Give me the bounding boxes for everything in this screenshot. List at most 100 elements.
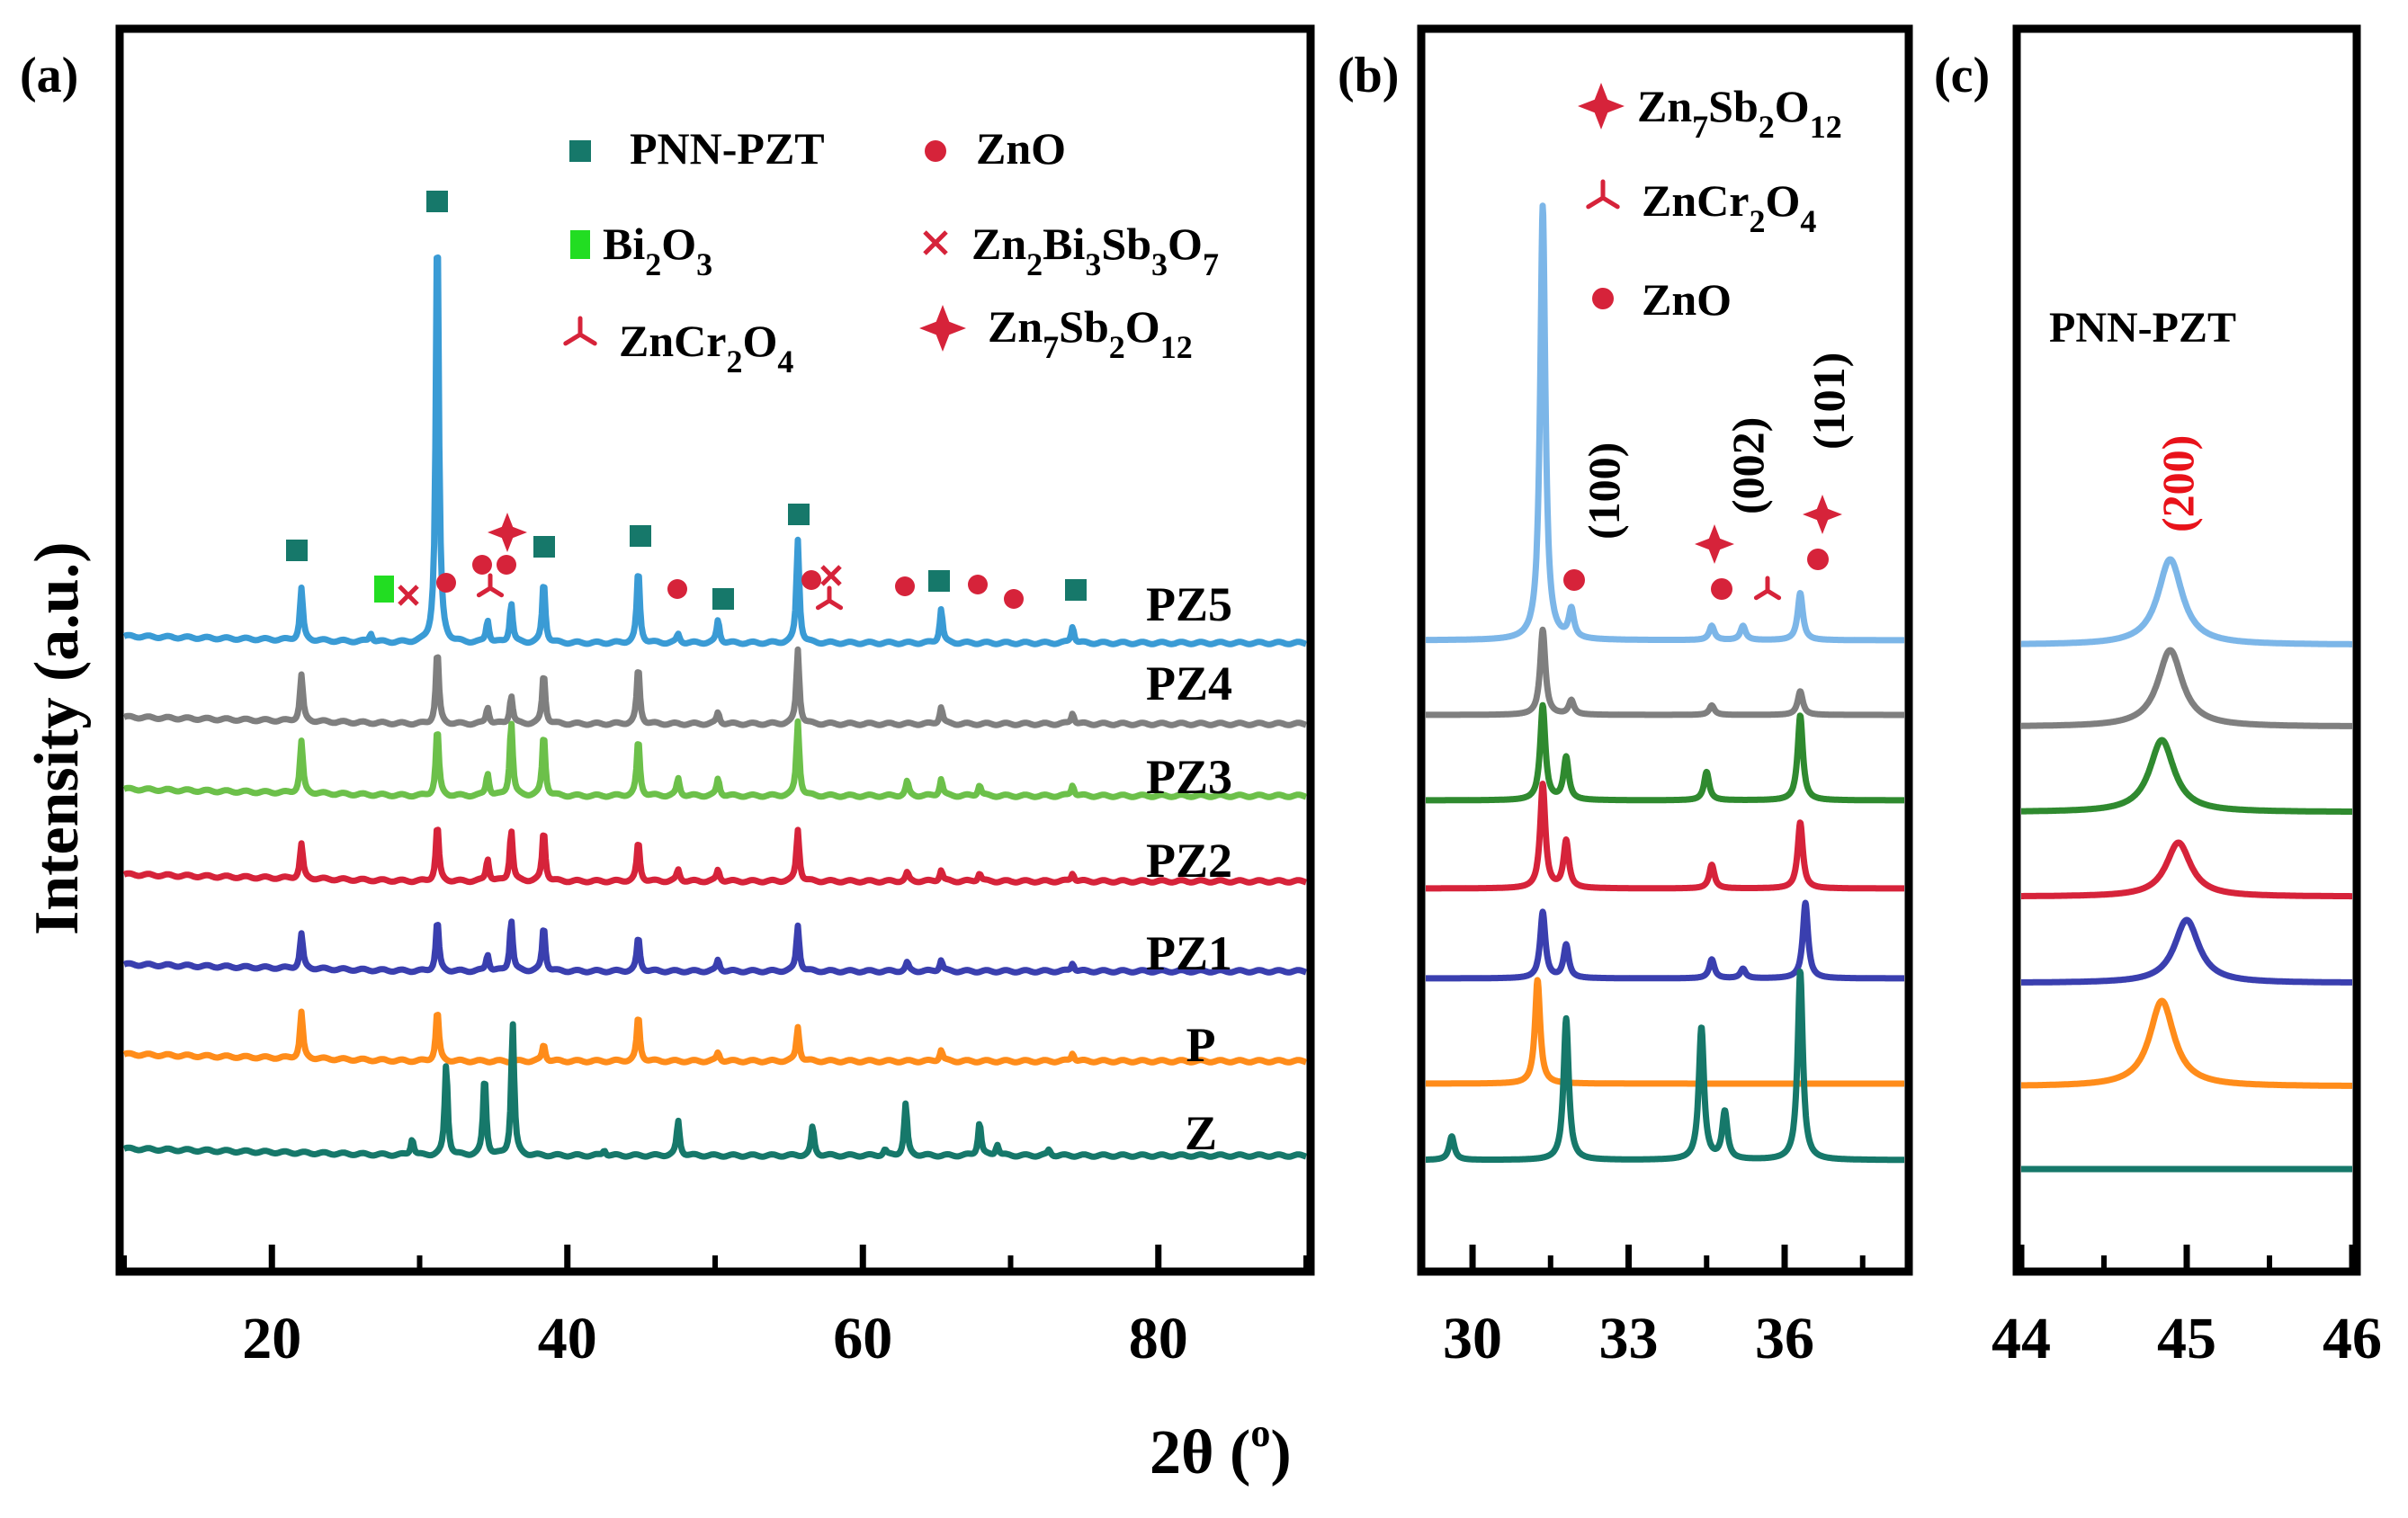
panel-c-traces <box>2018 556 2356 1173</box>
pnn-pzt-marker <box>630 525 651 547</box>
pnn-pzt-marker <box>286 540 308 561</box>
zno-marker <box>497 555 516 575</box>
hkl-200-label: (200) <box>2153 435 2203 532</box>
sample-label-pz5: PZ5 <box>1146 577 1232 631</box>
panel-a-frame <box>115 24 1315 1276</box>
panel-b-frame <box>1417 24 1913 1276</box>
panel-c-title: PNN-PZT <box>2049 304 2236 352</box>
x-axis-title: 2θ (o) <box>1150 1411 1292 1487</box>
trace-pz5 <box>1423 202 1907 644</box>
zno-marker <box>1004 589 1024 609</box>
pnn-pzt-marker <box>788 504 810 525</box>
pnn-pzt-marker <box>1065 579 1087 601</box>
x-axis-title-main: 2θ ( <box>1150 1418 1250 1487</box>
zn7sb2o12-marker <box>1695 524 1734 564</box>
x-tick-label: 40 <box>538 1306 597 1371</box>
trace-pz2 <box>1423 781 1907 892</box>
zn2bi3sb3o7-marker <box>820 565 842 586</box>
pnn-pzt-marker <box>426 191 448 212</box>
trace-pz4 <box>2018 647 2356 729</box>
y-axis-title: Intensity (a.u.) <box>22 541 92 935</box>
trace-pz5 <box>2018 556 2356 647</box>
x-tick-label: 45 <box>2157 1306 2216 1371</box>
trace-p <box>1423 977 1907 1087</box>
legend-panel-a: PNN-PZT ZnO Bi2O3 Zn2Bi3Sb3O7 ZnCr2O4 Zn7Sb2O… <box>563 123 1219 380</box>
x-tick-label: 20 <box>242 1306 301 1371</box>
zno-marker <box>1807 549 1829 570</box>
zno-marker <box>968 575 988 594</box>
x-axis-title-sup: o <box>1250 1411 1270 1455</box>
x-axis-title-tail: ) <box>1270 1418 1291 1487</box>
hkl-002-label: (002) <box>1723 417 1773 514</box>
pnn-pzt-marker <box>928 570 950 592</box>
panel-b-traces <box>1423 202 1907 1164</box>
legend-zncr2o4-label: ZnCr2O4 <box>619 316 793 380</box>
x-tick-label: 30 <box>1443 1306 1502 1371</box>
x-tick-label: 33 <box>1599 1306 1659 1371</box>
zno-marker <box>1563 569 1585 591</box>
sample-label-pz4: PZ4 <box>1146 656 1232 710</box>
legend-zno-marker <box>925 140 946 162</box>
zncr2o4-marker <box>1753 576 1782 601</box>
trace-p <box>2018 997 2356 1089</box>
zn7sb2o12-marker <box>488 513 527 552</box>
x-tick-label: 60 <box>833 1306 892 1371</box>
trace-pz1 <box>122 918 1308 976</box>
trace-pz1 <box>2018 916 2356 986</box>
pnn-pzt-marker <box>712 588 734 610</box>
x-tick-label: 44 <box>1992 1306 2051 1371</box>
legend-panel-b: Zn7Sb2O12 ZnCr2O4 ZnO <box>1578 81 1842 325</box>
hkl-101-label: (101) <box>1804 353 1854 450</box>
legend-pnn-pzt-marker <box>569 140 591 162</box>
legend-b-zncr2o4-marker <box>1586 179 1620 210</box>
legend-pnn-pzt-label: PNN-PZT <box>630 123 825 174</box>
trace-z <box>122 1021 1308 1160</box>
panel-b-label: (b) <box>1338 48 1399 103</box>
zn2bi3sb3o7-marker <box>398 585 419 606</box>
axis-ticks: 20 40 60 80 30 33 36 44 45 46 <box>121 1245 2382 1371</box>
x-tick-label: 80 <box>1129 1306 1188 1371</box>
zno-marker <box>472 555 492 575</box>
zno-marker <box>895 576 915 596</box>
trace-p <box>122 1008 1308 1066</box>
trace-pz3 <box>2018 737 2356 815</box>
legend-zn2bi3sb3o7-label: Zn2Bi3Sb3O7 <box>971 219 1219 282</box>
x-tick-label: 46 <box>2323 1306 2382 1371</box>
panel-a-traces <box>122 254 1308 1160</box>
zncr2o4-marker <box>815 585 844 611</box>
phase-markers <box>286 140 1842 611</box>
zn7sb2o12-marker <box>1803 495 1842 534</box>
bi2o3-marker <box>374 576 394 603</box>
hkl-100-label: (100) <box>1579 442 1629 540</box>
sample-label-pz3: PZ3 <box>1146 750 1232 804</box>
trace-pz3 <box>1423 701 1907 804</box>
legend-zn2bi3sb3o7-marker <box>923 230 948 255</box>
legend-b-zn7sb2o12-label: Zn7Sb2O12 <box>1637 81 1842 145</box>
legend-b-zn7sb2o12-marker <box>1578 83 1625 129</box>
zno-marker <box>1711 578 1732 600</box>
trace-pz2 <box>122 826 1308 886</box>
trace-pz5 <box>122 254 1308 647</box>
trace-z <box>1423 969 1907 1164</box>
trace-pz3 <box>122 718 1308 800</box>
pnn-pzt-marker <box>533 536 555 558</box>
trace-pz4 <box>122 646 1308 728</box>
panel-c-frame <box>2012 24 2361 1276</box>
panel-a-label: (a) <box>20 48 78 103</box>
panel-c-label: (c) <box>1934 48 1990 103</box>
legend-b-zncr2o4-label: ZnCr2O4 <box>1642 175 1816 239</box>
sample-label-p: P <box>1186 1018 1216 1072</box>
trace-pz1 <box>1423 899 1907 982</box>
x-tick-label: 36 <box>1755 1306 1814 1371</box>
legend-b-zno-label: ZnO <box>1642 274 1732 325</box>
zncr2o4-marker <box>476 573 505 598</box>
legend-zno-label: ZnO <box>976 123 1066 174</box>
legend-b-zno-marker <box>1592 288 1614 309</box>
zno-marker <box>436 573 456 593</box>
sample-labels: PZ5 PZ4 PZ3 PZ2 PZ1 PZ <box>1146 577 1232 1160</box>
zno-marker <box>801 570 821 590</box>
sample-label-pz2: PZ2 <box>1146 834 1232 888</box>
legend-bi2o3-label: Bi2O3 <box>603 219 712 282</box>
trace-pz4 <box>1423 626 1907 719</box>
